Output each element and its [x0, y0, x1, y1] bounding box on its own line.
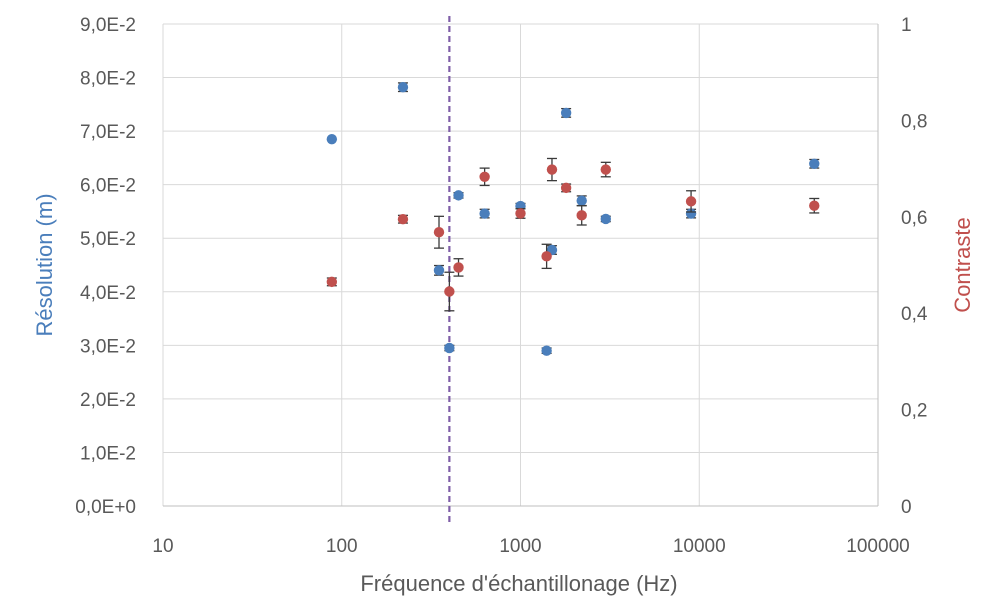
- data-point: [576, 195, 587, 206]
- data-point: [600, 213, 611, 225]
- y2-tick-label: 0,4: [901, 304, 928, 325]
- x-tick-label: 100: [326, 536, 358, 557]
- data-point: [326, 133, 338, 145]
- data-point: [444, 342, 455, 354]
- y2-axis-title: Contraste: [950, 217, 975, 312]
- data-point: [433, 265, 445, 276]
- tick-labels: 0,0E+0 1,0E-2 2,0E-2 3,0E-2 4,0E-2 5,0E-2 6,0E…: [75, 15, 928, 557]
- x-tick-label: 100000: [846, 536, 909, 557]
- y2-tick-label: 0,2: [901, 401, 927, 422]
- data-point: [433, 227, 445, 238]
- data-point: [541, 345, 552, 356]
- axes: [163, 24, 879, 507]
- data-point: [546, 164, 558, 175]
- data-point: [809, 158, 820, 169]
- y2-tick-label: 1: [901, 15, 912, 36]
- x-tick-label: 10000: [673, 536, 726, 557]
- y-tick-label: 7,0E-2: [80, 122, 136, 143]
- y-axis-title: Résolution (m): [32, 193, 57, 336]
- y-tick-label: 4,0E-2: [80, 283, 136, 304]
- data-point: [444, 286, 455, 297]
- data-point: [809, 200, 820, 211]
- y2-tick-label: 0: [901, 497, 912, 518]
- y-tick-label: 3,0E-2: [80, 336, 136, 357]
- data-point: [397, 214, 409, 225]
- x-tick-label: 1000: [499, 536, 541, 557]
- data-point: [685, 196, 697, 207]
- series-resolution: [326, 81, 820, 356]
- y-tick-label: 8,0E-2: [80, 69, 136, 90]
- y2-tick-label: 0,6: [901, 208, 927, 229]
- x-axis-title: Fréquence d'échantillonage (Hz): [360, 571, 677, 596]
- y-tick-label: 6,0E-2: [80, 176, 136, 197]
- series-contraste: [326, 157, 820, 312]
- data-point: [541, 251, 552, 262]
- data-point: [560, 182, 572, 194]
- y-tick-label: 1,0E-2: [80, 443, 136, 464]
- data-point: [397, 81, 409, 93]
- data-point: [685, 208, 697, 219]
- y-tick-label: 0,0E+0: [75, 497, 136, 518]
- gridlines: [162, 23, 879, 507]
- y-tick-label: 5,0E-2: [80, 229, 136, 250]
- data-point: [479, 171, 490, 182]
- data-point: [560, 107, 572, 119]
- data-point: [326, 276, 338, 288]
- data-point: [576, 210, 587, 221]
- data-point: [515, 208, 526, 219]
- y-tick-label: 9,0E-2: [80, 15, 136, 36]
- data-point: [453, 190, 464, 201]
- y-tick-label: 2,0E-2: [80, 390, 136, 411]
- data-point: [479, 208, 490, 219]
- x-tick-label: 10: [152, 536, 173, 557]
- data-points: [326, 81, 820, 356]
- y2-tick-label: 0,8: [901, 111, 927, 132]
- data-point: [600, 164, 611, 175]
- data-point: [453, 262, 464, 273]
